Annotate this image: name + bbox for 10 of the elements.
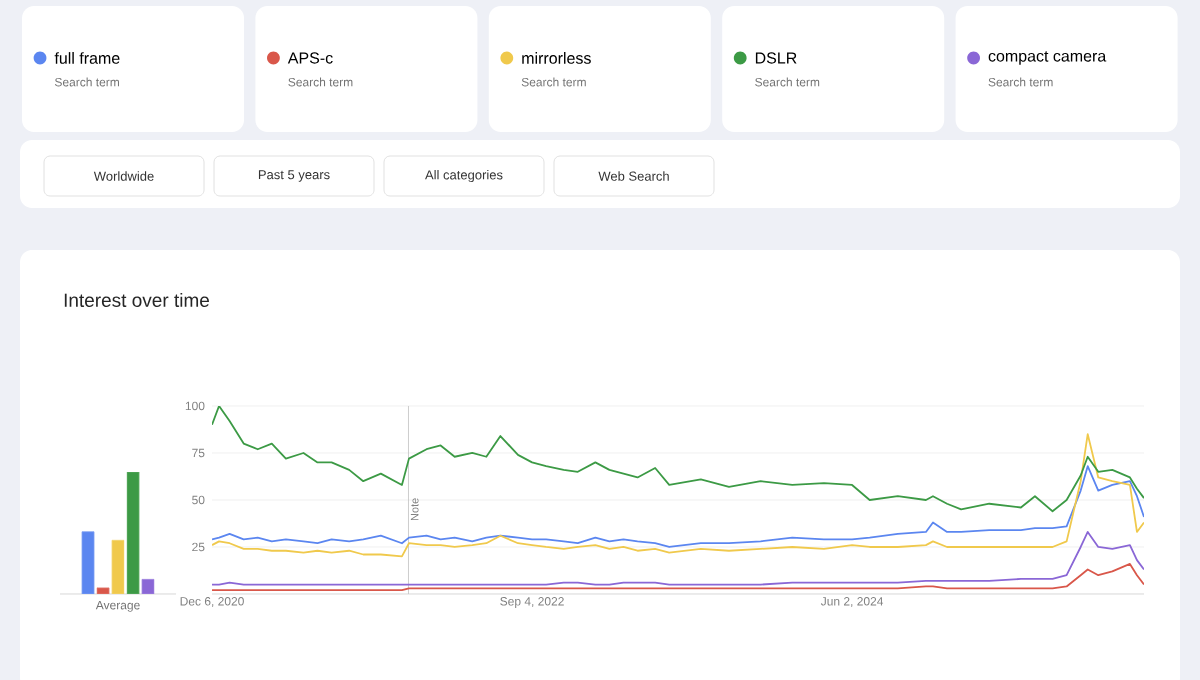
legend-label: mirrorless: [522, 52, 591, 64]
bar: [96, 587, 110, 594]
legend-label: DSLR: [755, 52, 797, 64]
line-series: [212, 465, 1144, 548]
bar: [141, 578, 155, 594]
legend-label: APS-c: [287, 52, 333, 64]
bar: [126, 471, 140, 594]
chart-title: Interest over time: [64, 293, 209, 307]
legend-label: compact camera: [988, 51, 1107, 65]
legend-label: full frame: [54, 52, 120, 64]
